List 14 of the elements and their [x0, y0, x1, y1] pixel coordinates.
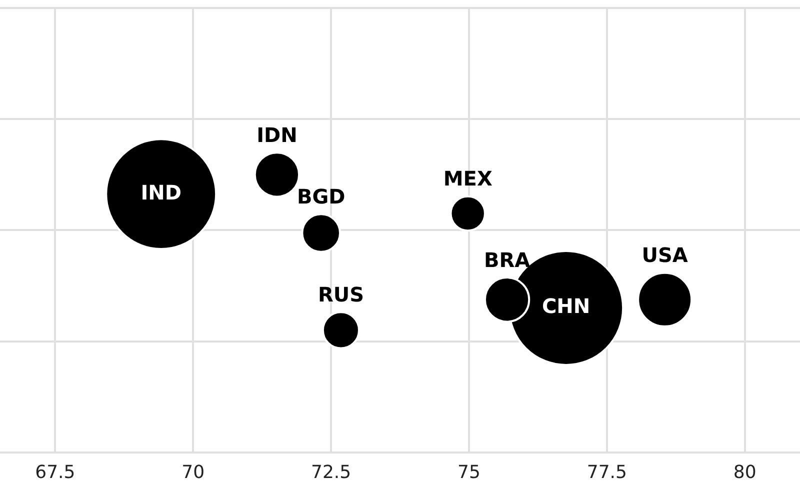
x-tick-label: 75 — [458, 462, 480, 483]
x-tick-label: 72.5 — [310, 462, 352, 483]
annotation: IND — [140, 180, 182, 204]
annotation: USA — [642, 243, 688, 268]
x-tick-label: 77.5 — [586, 462, 627, 483]
annotation: BGD — [296, 184, 346, 208]
annotation: CHN — [542, 294, 590, 318]
annotation: IDN — [256, 122, 298, 147]
x-tick-label: 67.5 — [35, 462, 76, 483]
annotation: BRA — [484, 248, 531, 272]
x-tick-label: 80 — [733, 462, 756, 483]
annotation: RUS — [318, 282, 364, 306]
x-tick-label: 70 — [182, 462, 205, 483]
annotation: MEX — [443, 166, 493, 191]
